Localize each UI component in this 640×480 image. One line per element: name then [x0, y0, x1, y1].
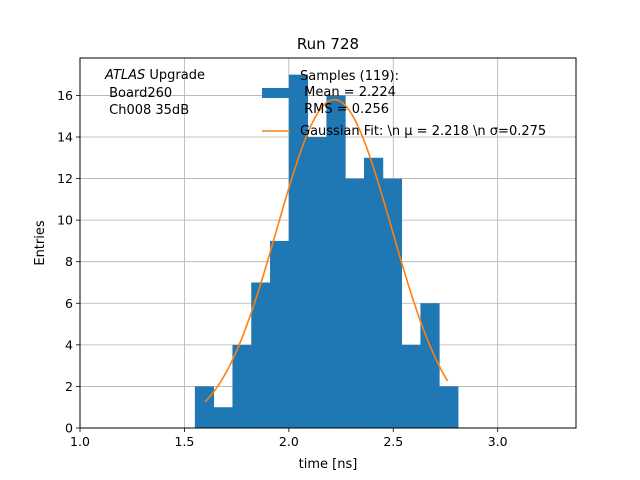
y-tick-label-8: 16 [57, 88, 73, 103]
legend-hist-line-2: Mean = 2.224 [300, 85, 396, 100]
annotation-line-1: ATLAS Upgrade [104, 68, 205, 83]
y-tick-label-3: 6 [65, 296, 73, 311]
y-tick-label-1: 2 [65, 379, 73, 394]
annotation-line-3: Ch008 35dB [105, 103, 189, 118]
histogram-bar-12 [420, 303, 440, 428]
histogram-bar-10 [382, 178, 403, 428]
y-tick-label-7: 14 [57, 129, 73, 144]
histogram-bars [194, 74, 459, 429]
y-tick-label-0: 0 [65, 421, 73, 436]
histogram-bar-13 [439, 386, 459, 428]
histogram-bar-11 [401, 344, 421, 428]
legend-fit-label: Gaussian Fit: \n μ = 2.218 \n σ=0.275 [300, 124, 546, 139]
histogram-bar-4 [270, 240, 290, 428]
chart-title: Run 728 [297, 35, 359, 53]
histogram-bar-2 [232, 344, 252, 428]
atlas-annotation: ATLAS Upgrade Board260 Ch008 35dB [104, 68, 205, 118]
histogram-bar-6 [307, 136, 327, 428]
annotation-line-2: Board260 [105, 86, 172, 101]
histogram-bar-9 [364, 157, 384, 429]
plot-frame [79, 57, 577, 429]
gaussian-fit-line [204, 98, 449, 403]
histogram-bar-3 [251, 282, 271, 428]
x-tick-label-2: 2.0 [279, 434, 299, 449]
histogram-bar-0 [194, 386, 215, 428]
x-axis: 1.0 1.5 2.0 2.5 3.0 [70, 428, 508, 449]
histogram-bar-5 [288, 74, 309, 428]
y-tick-label-2: 4 [65, 337, 73, 352]
y-tick-label-5: 10 [57, 213, 73, 228]
histogram-bar-7 [326, 95, 346, 428]
annotation-atlas: ATLAS [104, 68, 145, 83]
legend-hist-swatch [262, 88, 290, 98]
y-tick-label-4: 8 [65, 254, 73, 269]
legend-hist-line-1: Samples (119): [300, 69, 399, 84]
x-axis-title: time [ns] [299, 457, 358, 472]
annotation-upgrade: Upgrade [145, 68, 205, 83]
y-axis: 0 2 4 6 8 10 12 14 16 [57, 88, 80, 436]
legend-hist-line-3: RMS = 0.256 [300, 102, 389, 117]
histogram-bar-8 [345, 178, 365, 428]
y-tick-label-6: 12 [57, 171, 73, 186]
histogram-bar-1 [213, 407, 233, 428]
x-tick-label-1: 1.5 [174, 434, 194, 449]
x-tick-label-3: 2.5 [383, 434, 403, 449]
y-axis-title: Entries [33, 220, 48, 266]
x-tick-label-0: 1.0 [70, 434, 90, 449]
legend: Samples (119): Mean = 2.224 RMS = 0.256 … [262, 69, 546, 139]
fit-curve [204, 98, 449, 403]
x-tick-label-4: 3.0 [488, 434, 508, 449]
